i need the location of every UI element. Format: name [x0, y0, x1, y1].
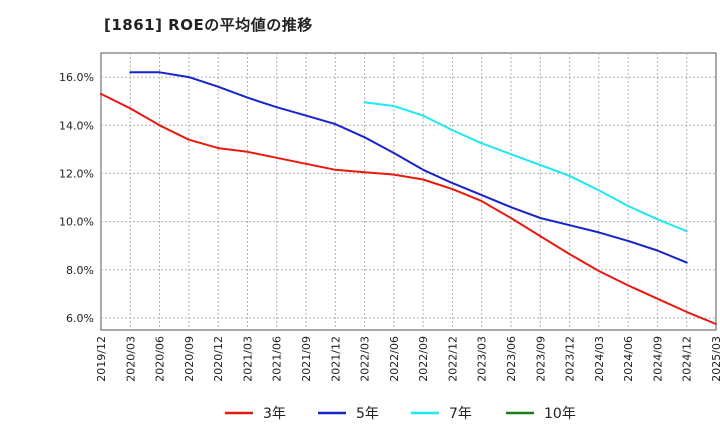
- x-tick-label: 2021/03: [241, 336, 254, 382]
- y-tick-label: 8.0%: [66, 264, 94, 277]
- x-tick-label: 2021/09: [300, 336, 313, 382]
- series-line: [363, 101, 688, 233]
- x-tick-label: 2022/09: [417, 336, 430, 382]
- x-tick-label: 2024/03: [593, 336, 606, 382]
- x-tick-label: 2023/03: [476, 336, 489, 382]
- x-tick-label: 2022/06: [388, 336, 401, 382]
- x-tick-label: 2019/12: [95, 336, 108, 382]
- legend-label: 5年: [356, 406, 379, 422]
- series-line: [100, 92, 717, 325]
- x-tick-label: 2024/09: [651, 336, 664, 382]
- y-tick-label: 10.0%: [59, 216, 94, 229]
- x-tick-label: 2023/09: [534, 336, 547, 382]
- y-tick-label: 6.0%: [66, 312, 94, 325]
- x-tick-label: 2025/03: [710, 336, 720, 382]
- legend-label: 3年: [263, 406, 286, 422]
- x-tick-label: 2024/12: [681, 336, 694, 382]
- x-tick-label: 2020/06: [154, 336, 167, 382]
- x-tick-label: 2021/12: [329, 336, 342, 382]
- y-tick-label: 16.0%: [59, 71, 94, 84]
- x-tick-label: 2021/06: [271, 336, 284, 382]
- series-line: [129, 71, 688, 264]
- x-tick-label: 2020/03: [124, 336, 137, 382]
- plot-area: [100, 52, 717, 331]
- chart-title: [1861] ROEの平均値の推移: [104, 16, 313, 34]
- x-tick-label: 2023/06: [505, 336, 518, 382]
- x-tick-label: 2022/12: [446, 336, 459, 382]
- x-tick-label: 2020/12: [212, 336, 225, 382]
- x-tick-label: 2023/12: [564, 336, 577, 382]
- legend-label: 10年: [544, 406, 576, 422]
- y-tick-label: 12.0%: [59, 167, 94, 180]
- legend-label: 7年: [449, 406, 472, 422]
- x-tick-label: 2020/09: [183, 336, 196, 382]
- y-tick-label: 14.0%: [59, 119, 94, 132]
- x-tick-label: 2022/03: [359, 336, 372, 382]
- x-tick-label: 2024/06: [622, 336, 635, 382]
